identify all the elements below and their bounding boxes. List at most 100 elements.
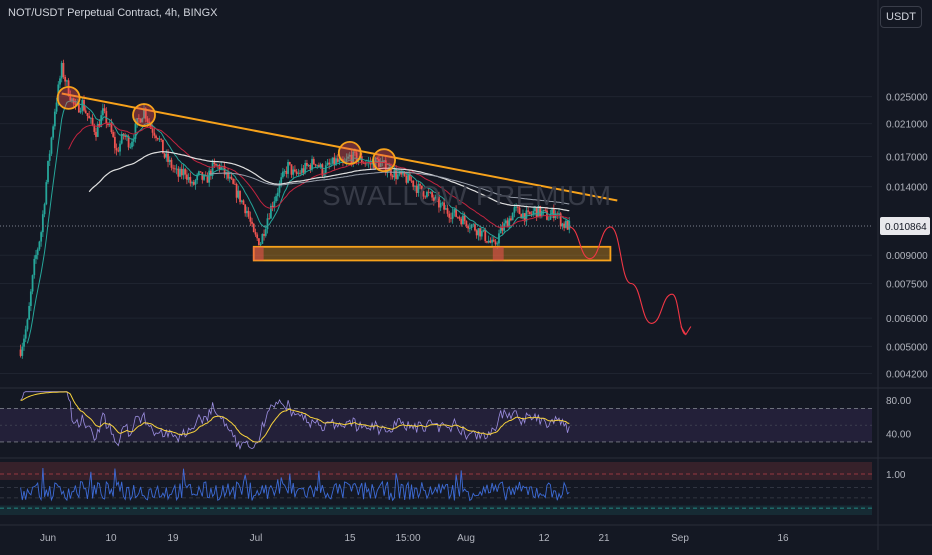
candle-body (93, 124, 96, 132)
candle-body (235, 184, 238, 198)
candle-body (41, 214, 44, 233)
candle-body (86, 113, 89, 116)
candle-body (528, 211, 531, 215)
candle-body (328, 162, 331, 165)
candle-body (453, 209, 456, 213)
candle-body (318, 165, 320, 168)
trendline-touch-marker (56, 85, 81, 110)
candle-body (463, 215, 466, 221)
candle-body (187, 177, 190, 180)
candle-body (496, 243, 499, 245)
candle-body (542, 209, 545, 212)
candle-body (439, 203, 442, 208)
candle-body (95, 131, 97, 137)
candle-body (208, 170, 211, 183)
x-tick-label: 16 (777, 533, 789, 544)
candle-body (338, 159, 341, 162)
support-touch-highlight (492, 246, 504, 261)
candle-body (551, 208, 554, 215)
candle-body (491, 239, 494, 243)
candle-body (427, 191, 430, 193)
rsi-ma-line (20, 391, 570, 443)
candle-body (547, 219, 550, 221)
ema-fast-line (26, 100, 570, 344)
candle-body (518, 207, 521, 215)
candle-body (26, 319, 29, 330)
candle-body (347, 156, 349, 159)
candle-body (249, 216, 252, 222)
candle-body (170, 159, 173, 168)
x-tick-label: Aug (457, 533, 475, 544)
candle-body (333, 157, 336, 165)
candle-body (438, 196, 440, 208)
candle-body (268, 218, 271, 220)
candle-body (480, 230, 483, 237)
candle-body (460, 218, 463, 225)
candle-body (230, 176, 233, 179)
candle-body (312, 158, 315, 165)
candle-body (91, 117, 94, 125)
candle-body (474, 224, 476, 231)
candle-body (228, 176, 231, 179)
candle-body (129, 147, 132, 148)
candle-body (364, 163, 367, 165)
candle-body (165, 153, 168, 158)
x-tick-label: 10 (105, 533, 117, 544)
candle-body (419, 184, 421, 186)
candle-body (151, 128, 154, 133)
candle-body (450, 217, 452, 219)
candle-body (184, 169, 187, 175)
rsi-line (20, 391, 570, 450)
candle-body (211, 162, 214, 176)
candle-body (215, 163, 217, 166)
candle-body (156, 137, 159, 140)
candle-body (487, 240, 490, 243)
candle-body (295, 171, 298, 174)
forecast-arrowhead (680, 326, 692, 336)
candle-body (362, 162, 365, 164)
candle-body (28, 306, 31, 320)
candle-body (239, 190, 241, 202)
currency-button[interactable]: USDT (880, 6, 922, 28)
candle-body (117, 150, 120, 152)
candle-body (448, 213, 451, 218)
candle-body (564, 220, 567, 228)
candle-body (103, 108, 106, 112)
candle-body (465, 220, 468, 226)
candle-body (48, 153, 51, 161)
candle-body (177, 168, 180, 177)
candle-body (125, 136, 128, 137)
candle-body (199, 171, 202, 173)
candle-body (311, 158, 313, 170)
candle-body (132, 138, 135, 142)
candle-body (552, 208, 555, 219)
candle-body (59, 78, 61, 85)
candle-body (74, 103, 77, 105)
candle-body (498, 233, 500, 244)
candle-body (209, 170, 212, 176)
candle-body (566, 220, 569, 230)
candle-body (115, 148, 118, 151)
trendline-touch-marker (337, 140, 362, 165)
price-tick-label: 0.025000 (886, 93, 928, 104)
candle-body (137, 118, 140, 119)
candle-body (213, 162, 216, 164)
candle-body (390, 167, 392, 176)
candle-body (67, 80, 70, 96)
candle-body (254, 232, 257, 235)
candle-body (559, 213, 562, 227)
candle-body (384, 160, 387, 173)
candle-body (376, 157, 379, 160)
candle-body (149, 123, 152, 129)
rsi-tick-label: 40.00 (886, 430, 911, 441)
candle-body (259, 243, 262, 246)
candle-body (227, 172, 229, 179)
candle-body (508, 218, 511, 228)
price-tick-label: 0.007500 (886, 279, 928, 290)
candle-body (206, 175, 209, 183)
candle-body (144, 108, 147, 119)
candle-body (278, 183, 281, 193)
candle-body (173, 168, 176, 170)
candle-body (84, 110, 87, 114)
